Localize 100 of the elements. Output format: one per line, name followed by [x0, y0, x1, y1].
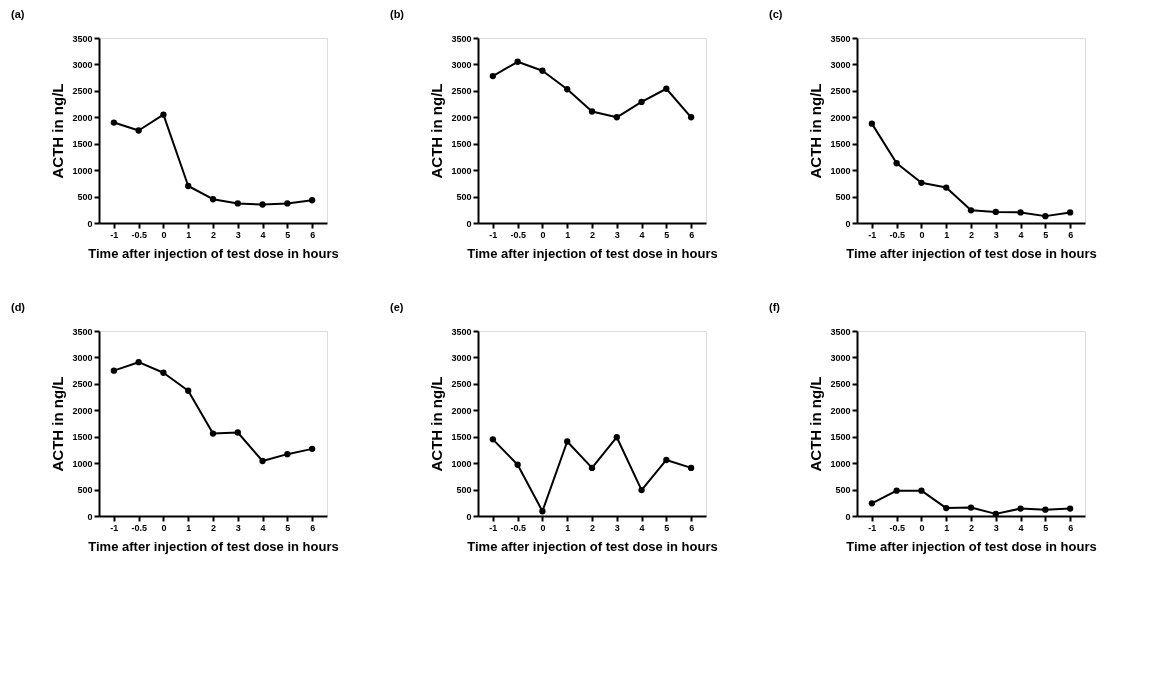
point — [564, 438, 571, 445]
point — [160, 369, 167, 376]
x-tick-label: -0.5 — [889, 522, 905, 533]
point — [110, 367, 118, 374]
x-tick-label: 2 — [210, 522, 217, 533]
x-tick-label: 5 — [664, 522, 670, 533]
x-tick-label: -1 — [110, 522, 119, 533]
x-axis-title: Time after injection of test dose in hours — [88, 538, 339, 554]
x-tick-label: 4 — [1018, 229, 1024, 240]
x-tick-label: 2 — [968, 522, 975, 533]
x-tick-label: -1 — [489, 522, 498, 533]
x-axis-title: Time after injection of test dose in hours — [88, 245, 339, 261]
y-tick-label: 0 — [466, 511, 472, 522]
y-axis-title: ACTH in ng/L — [49, 83, 67, 179]
y-tick-label: 500 — [77, 192, 93, 203]
point — [893, 160, 900, 167]
point — [185, 387, 192, 394]
y-tick-label: 3500 — [72, 33, 93, 44]
point — [687, 464, 695, 472]
point — [514, 58, 521, 65]
point — [918, 179, 925, 186]
x-tick-label: 6 — [689, 522, 695, 533]
y-tick-label: 3000 — [72, 59, 93, 70]
point — [489, 72, 497, 80]
x-tick-label: 0 — [540, 229, 546, 240]
chart-title: (b) — [389, 8, 405, 20]
y-tick-label: 3500 — [451, 33, 472, 44]
point — [687, 114, 695, 121]
y-axis-title: ACTH in ng/L — [807, 376, 825, 472]
x-tick-label: 1 — [186, 229, 192, 240]
point — [539, 508, 546, 515]
x-tick-label: 2 — [968, 229, 975, 240]
point — [868, 500, 876, 507]
point — [135, 359, 142, 366]
point — [638, 98, 645, 106]
y-tick-label: 3000 — [830, 352, 851, 363]
x-tick-label: 2 — [589, 522, 596, 533]
point — [539, 67, 546, 74]
y-tick-label: 500 — [456, 192, 472, 203]
x-tick-label: 4 — [639, 229, 645, 240]
point — [234, 429, 241, 436]
x-tick-label: 1 — [944, 229, 950, 240]
y-tick-label: 2500 — [451, 86, 472, 97]
x-tick-label: 3 — [614, 522, 620, 533]
point — [893, 487, 900, 494]
x-tick-label: 5 — [285, 229, 291, 240]
x-tick-label: 3 — [235, 522, 241, 533]
x-tick-label: 6 — [310, 522, 316, 533]
point — [259, 457, 266, 465]
x-tick-label: 1 — [186, 522, 192, 533]
y-tick-label: 2000 — [451, 112, 472, 123]
x-tick-label: -1 — [110, 229, 119, 240]
chart-title: (a) — [10, 8, 25, 20]
point — [1066, 209, 1074, 216]
y-tick-label: 0 — [845, 511, 851, 522]
x-tick-label: -0.5 — [510, 522, 526, 533]
y-tick-label: 3000 — [451, 59, 472, 70]
point — [967, 504, 975, 511]
point — [284, 451, 291, 458]
point — [1066, 505, 1074, 512]
x-tick-label: 0 — [161, 522, 167, 533]
y-tick-label: 2500 — [72, 86, 93, 97]
x-tick-label: 0 — [161, 229, 167, 240]
x-tick-label: 2 — [589, 229, 596, 240]
x-tick-label: -1 — [868, 229, 877, 240]
x-tick-label: 0 — [540, 522, 546, 533]
y-tick-label: 0 — [845, 218, 851, 229]
x-tick-label: 5 — [285, 522, 291, 533]
chart-title: (c) — [768, 8, 783, 20]
x-axis-title: Time after injection of test dose in hours — [467, 245, 718, 261]
x-tick-label: 5 — [664, 229, 670, 240]
y-tick-label: 500 — [456, 485, 472, 496]
y-tick-label: 2000 — [830, 405, 851, 416]
point — [160, 111, 167, 118]
x-tick-label: 3 — [993, 229, 999, 240]
point — [1042, 212, 1049, 220]
y-tick-label: 1500 — [830, 432, 851, 443]
point — [234, 200, 241, 207]
y-tick-label: 3000 — [72, 352, 93, 363]
y-tick-label: 2000 — [451, 405, 472, 416]
y-tick-label: 2000 — [830, 112, 851, 123]
point — [943, 184, 950, 191]
y-tick-label: 500 — [77, 485, 93, 496]
point — [992, 208, 999, 216]
x-tick-label: 6 — [1068, 229, 1074, 240]
y-tick-label: 1500 — [830, 139, 851, 150]
point — [613, 434, 620, 441]
point — [663, 85, 670, 92]
y-tick-label: 3500 — [830, 33, 851, 44]
x-tick-label: 6 — [689, 229, 695, 240]
y-tick-label: 1500 — [72, 139, 93, 150]
x-tick-label: -0.5 — [131, 229, 147, 240]
point — [259, 201, 266, 208]
y-tick-label: 1500 — [451, 139, 472, 150]
point — [1042, 506, 1049, 513]
x-tick-label: 6 — [1068, 522, 1074, 533]
y-tick-label: 3500 — [451, 326, 472, 337]
point — [209, 196, 217, 203]
y-tick-label: 2000 — [72, 405, 93, 416]
y-tick-label: 3000 — [830, 59, 851, 70]
